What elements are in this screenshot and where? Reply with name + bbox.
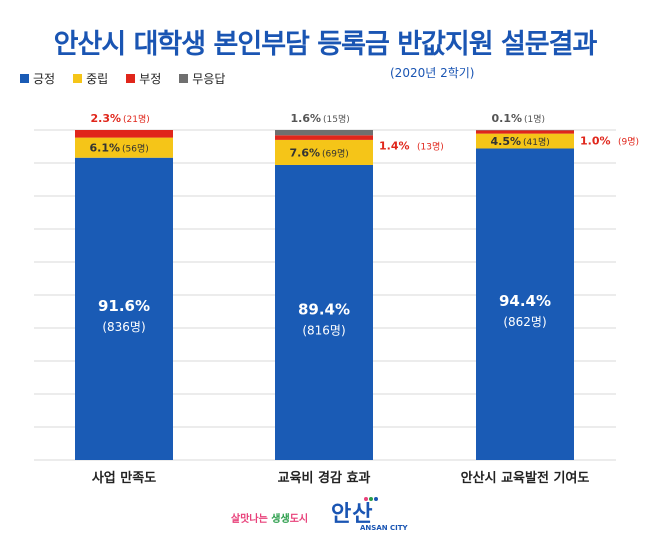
- data-count-negative: (13명): [417, 141, 444, 152]
- data-label-neutral: 7.6%: [289, 146, 320, 159]
- bar-segment-부정: [476, 130, 574, 134]
- bar-segment-중립: [476, 133, 574, 149]
- slogan-highlight: 생생: [271, 514, 290, 525]
- data-label-positive: 94.4%: [499, 292, 551, 310]
- legend-swatch-no-answer: [179, 74, 189, 83]
- legend-item-no-answer: 무응답: [179, 70, 225, 87]
- x-tick-label: 안산시 교육발전 기여도: [461, 470, 590, 486]
- bar-segment-긍정: [275, 164, 373, 461]
- data-label-negative: 1.4%: [379, 139, 410, 152]
- legend-item-positive: 긍정: [20, 70, 55, 87]
- data-label-positive: 91.6%: [98, 297, 150, 315]
- data-label-no-answer: 0.1%: [491, 112, 522, 125]
- legend-label-negative: 부정: [139, 72, 162, 86]
- legend-swatch-positive: [20, 74, 29, 83]
- data-count-positive: (862명): [503, 315, 546, 329]
- data-count-neutral: (69명): [322, 148, 349, 159]
- bar-segment-긍정: [75, 157, 173, 460]
- data-count-negative: (21명): [123, 114, 150, 125]
- legend-swatch-neutral: [73, 74, 83, 83]
- legend-item-negative: 부정: [126, 70, 161, 87]
- footer-slogan: 살맛나는 생생도시: [231, 510, 308, 525]
- data-label-negative: 2.3%: [90, 112, 121, 125]
- ansan-logo: 안산: [331, 502, 374, 527]
- logo-dots-icon: [364, 497, 378, 501]
- chart-subtitle: (2020년 2학기): [390, 66, 475, 80]
- legend-item-neutral: 중립: [73, 70, 108, 87]
- data-label-negative: 1.0%: [580, 134, 611, 147]
- bar-segment-무응답: [275, 130, 373, 136]
- data-count-no-answer: (15명): [323, 114, 350, 125]
- data-label-neutral: 6.1%: [89, 142, 120, 155]
- legend: 긍정 중립 부정 무응답: [20, 70, 225, 87]
- data-count-positive: (836명): [102, 320, 145, 334]
- bar-segment-중립: [75, 137, 173, 158]
- stacked-bar-chart: 91.6% (836명) 6.1% (56명) 2.3% (21명) 사업 만족도 89.4%…: [34, 112, 639, 486]
- legend-label-positive: 긍정: [33, 72, 56, 86]
- bar-segment-긍정: [476, 148, 574, 461]
- slogan-post: 도시: [289, 514, 309, 525]
- data-count-neutral: (56명): [122, 144, 149, 155]
- x-tick-label: 교육비 경감 효과: [278, 470, 371, 486]
- logo-subtext: ANSAN CITY: [360, 524, 408, 532]
- bar-segment-부정: [275, 135, 373, 140]
- chart-title: 안산시 대학생 본인부담 등록금 반값지원 설문결과: [53, 29, 598, 60]
- legend-label-no-answer: 무응답: [192, 72, 226, 86]
- legend-swatch-negative: [126, 74, 136, 83]
- slogan-pre: 살맛나는: [231, 514, 268, 525]
- bar-segment-중립: [275, 139, 373, 165]
- bar-segment-부정: [75, 130, 173, 138]
- x-tick-label: 사업 만족도: [92, 470, 156, 486]
- data-count-no-answer: (1명): [524, 114, 545, 125]
- data-count-negative: (9명): [618, 136, 639, 147]
- data-label-no-answer: 1.6%: [290, 112, 321, 125]
- data-label-neutral: 4.5%: [490, 135, 521, 148]
- data-count-neutral: (41명): [523, 137, 550, 148]
- data-label-positive: 89.4%: [298, 300, 350, 318]
- data-count-positive: (816명): [302, 323, 345, 337]
- legend-label-neutral: 중립: [86, 72, 109, 86]
